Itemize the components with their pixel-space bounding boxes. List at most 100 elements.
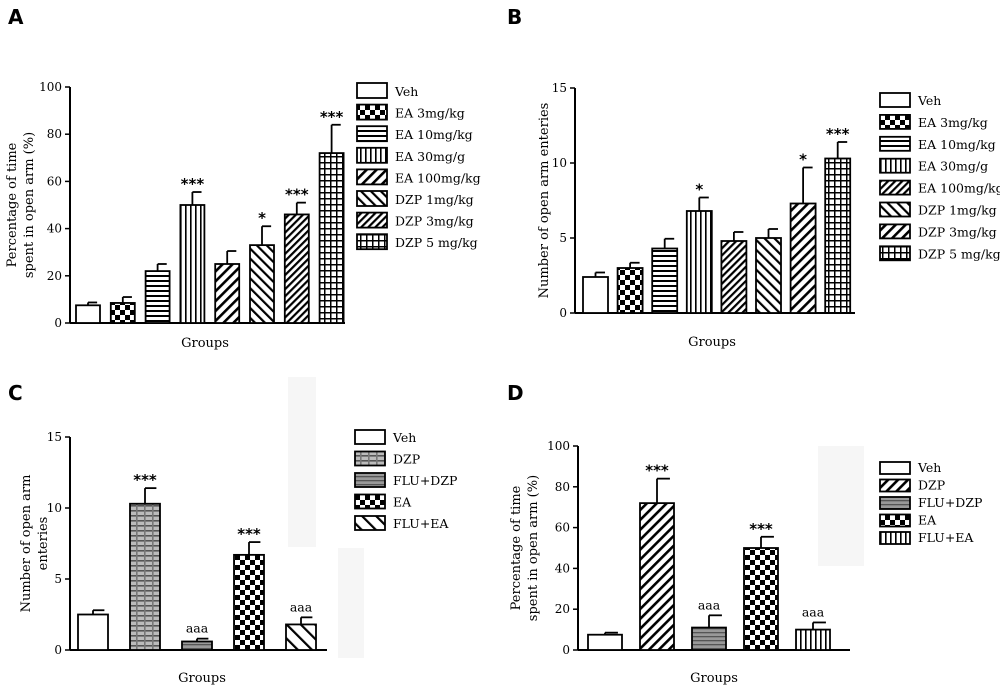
panel-c: 0 5 10 15 Number of open arm enteries Groups Ve… <box>19 429 457 686</box>
bar <box>77 613 109 651</box>
legend-swatch <box>879 461 911 475</box>
bar <box>285 623 317 651</box>
y-tick-label: 20 <box>555 602 570 616</box>
legend-swatch <box>356 82 388 99</box>
legend-label: FLU+EA <box>918 530 974 545</box>
legend-swatch <box>879 531 911 545</box>
scan-artifact <box>818 446 864 566</box>
legend-swatch <box>356 211 388 229</box>
y-tick-label: 0 <box>54 316 62 330</box>
legend-swatch <box>879 201 911 218</box>
bar <box>720 240 748 314</box>
y-tick-label: 20 <box>47 269 62 283</box>
significance-label: * <box>695 181 703 199</box>
legend-label: Veh <box>917 93 941 108</box>
legend-swatch <box>879 245 911 262</box>
bar <box>129 502 161 651</box>
legend-label: EA 30mg/g <box>918 159 988 174</box>
panel-label-b: B <box>507 5 522 29</box>
significance-label: * <box>258 209 266 227</box>
y-tick-label: 10 <box>47 501 62 515</box>
legend-swatch <box>356 190 388 207</box>
legend-swatch <box>356 103 388 121</box>
legend-label: FLU+EA <box>393 516 449 531</box>
x-axis-label: Groups <box>178 671 226 686</box>
y-axis-label: Number of open arm <box>19 475 34 613</box>
bar <box>249 244 275 324</box>
legend-label: EA 3mg/kg <box>395 106 465 121</box>
legend-label: Veh <box>392 430 416 445</box>
bar <box>181 640 213 651</box>
x-axis-label: Groups <box>690 671 738 686</box>
bar <box>318 152 345 324</box>
y-tick-label: 80 <box>555 480 570 494</box>
legend-label: EA <box>918 513 937 528</box>
bar <box>743 547 779 651</box>
legend-label: FLU+DZP <box>918 495 982 510</box>
bar <box>616 267 644 314</box>
y-tick-label: 60 <box>47 174 62 188</box>
legend-label: EA 10mg/kg <box>918 137 996 152</box>
significance-label: aaa <box>802 604 825 619</box>
panel-label-a: A <box>8 5 24 29</box>
legend-label: EA 3mg/kg <box>918 115 988 130</box>
legend-label: FLU+DZP <box>393 473 457 488</box>
legend-swatch <box>356 168 388 186</box>
bar <box>109 302 136 324</box>
significance-label: *** <box>645 462 669 480</box>
legend-swatch <box>354 472 386 488</box>
y-axis-label: enteries <box>36 517 51 571</box>
bar <box>795 628 831 651</box>
y-axis-label: Number of open arm enteries <box>537 103 552 299</box>
legend-label: Veh <box>394 84 418 99</box>
significance-label: aaa <box>290 599 313 614</box>
y-axis-label: spent in open arm (%) <box>22 132 37 278</box>
legend-label: DZP 1mg/kg <box>918 203 997 218</box>
significance-label: aaa <box>186 621 209 636</box>
legend-label: DZP 1mg/kg <box>395 192 474 207</box>
bar <box>214 263 241 324</box>
y-tick-label: 0 <box>562 643 570 657</box>
bar <box>179 204 206 324</box>
x-axis-label: Groups <box>181 336 229 351</box>
legend-swatch <box>356 146 388 164</box>
legend-swatch <box>356 125 388 143</box>
y-tick-label: 10 <box>552 156 567 170</box>
y-tick-label: 80 <box>47 127 62 141</box>
legend-swatch <box>879 223 911 240</box>
legend-swatch <box>879 478 911 493</box>
legend-swatch <box>879 496 911 510</box>
significance-label: *** <box>285 186 309 204</box>
legend-label: DZP <box>918 478 945 493</box>
bar <box>75 304 101 324</box>
legend-label: DZP 3mg/kg <box>395 214 474 229</box>
significance-label: *** <box>320 108 344 126</box>
y-tick-label: 100 <box>39 80 62 94</box>
legend-swatch <box>879 135 911 152</box>
legend-swatch <box>879 114 911 130</box>
legend-label: DZP 3mg/kg <box>918 224 997 239</box>
legend-label: EA 100mg/kg <box>918 181 1000 196</box>
bar <box>582 276 609 314</box>
bar <box>755 237 782 314</box>
panel-label-c: C <box>8 381 23 405</box>
legend-label: EA <box>393 495 412 510</box>
y-axis-label: spent in open arm (%) <box>526 475 541 621</box>
bar <box>283 213 310 324</box>
bar <box>587 633 623 651</box>
significance-label: *** <box>181 175 205 193</box>
legend-swatch <box>879 179 911 196</box>
y-tick-label: 100 <box>547 439 570 453</box>
legend-swatch <box>879 513 911 528</box>
legend-label: DZP 5 mg/kg <box>918 246 1000 261</box>
legend-swatch <box>879 157 911 174</box>
bar <box>685 210 713 314</box>
y-tick-label: 15 <box>47 430 62 444</box>
y-tick-label: 40 <box>555 561 570 575</box>
legend-swatch <box>356 233 388 251</box>
y-tick-label: 0 <box>559 306 567 320</box>
bar <box>789 202 817 314</box>
scan-artifact <box>338 548 364 658</box>
scan-artifact <box>288 377 316 547</box>
